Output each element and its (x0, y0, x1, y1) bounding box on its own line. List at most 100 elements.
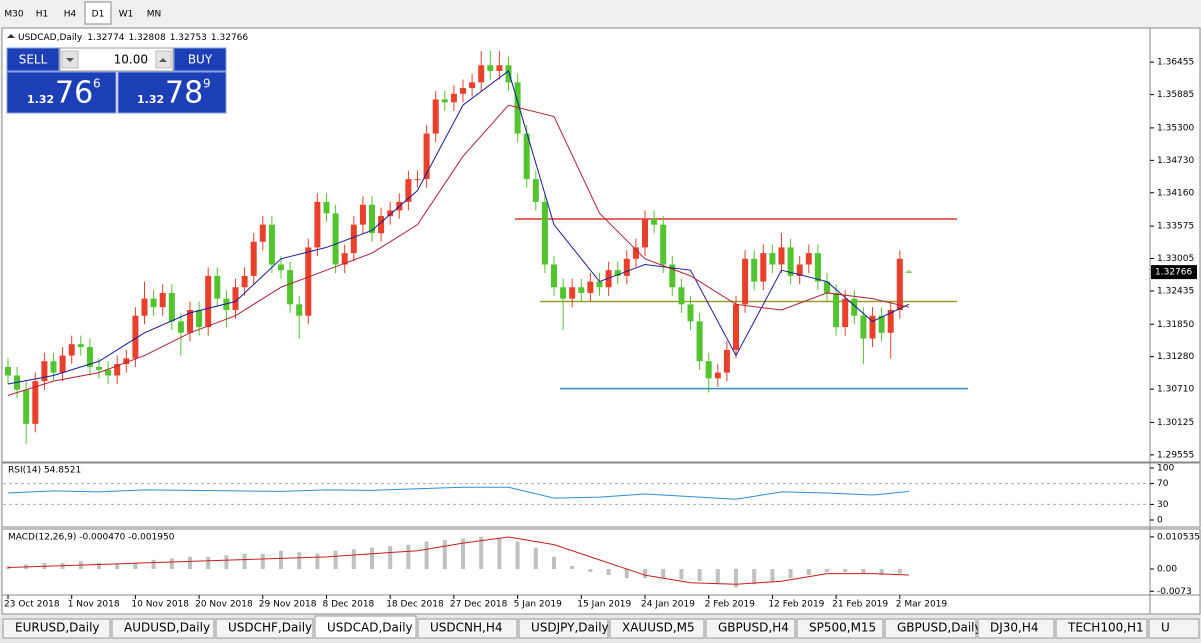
macd-bar (6, 565, 10, 570)
candle-body (32, 381, 39, 424)
timeframe-label: D1 (92, 10, 105, 20)
timeframe-label: MN (147, 10, 162, 20)
tab[interactable] (1055, 618, 1148, 639)
date-axis (1, 594, 1201, 615)
candle-body (268, 224, 275, 265)
candle-body (523, 133, 530, 180)
timeframe-button[interactable] (29, 2, 55, 24)
tab-label: EURUSD,Daily (15, 621, 100, 635)
tab[interactable] (609, 618, 705, 639)
candle-body (96, 366, 102, 370)
candle-body (505, 65, 512, 83)
candle-body (824, 281, 830, 293)
timeframe-label: H1 (36, 10, 49, 20)
macd-bar (260, 553, 265, 570)
y-tick-label: 1.36455 (1157, 58, 1194, 68)
chart-header: USDCAD,Daily 1.32774 1.32808 1.32753 1.32766 (18, 33, 248, 43)
tab[interactable] (314, 615, 417, 639)
timeframe-button[interactable] (113, 2, 139, 24)
candle-body (651, 218, 658, 225)
y-tick-label: 1.32435 (1157, 286, 1194, 296)
tab[interactable] (2, 618, 111, 639)
tab[interactable] (111, 618, 215, 639)
y-tick-label: 70 (1157, 479, 1169, 489)
candle-body (341, 253, 348, 265)
candle-body (150, 298, 157, 308)
macd-bar (442, 540, 447, 570)
timeframe-button[interactable] (141, 2, 167, 24)
candle-body (814, 253, 821, 282)
y-tick-label: 1.35300 (1157, 123, 1194, 133)
current-price-box (1151, 265, 1197, 280)
y-tick-label: 1.35885 (1157, 90, 1194, 100)
candle-body (359, 204, 366, 225)
tab[interactable] (1148, 618, 1200, 639)
tab[interactable] (884, 618, 977, 639)
collapse-icon[interactable] (7, 34, 15, 38)
tab-label: USDJPY,Daily (531, 621, 609, 635)
tab[interactable] (977, 618, 1055, 639)
tab-label: USDCAD,Daily (327, 621, 413, 635)
candle-body (214, 275, 221, 299)
candle-body (387, 210, 394, 217)
candle-body (569, 287, 576, 299)
tab-label: TECH100,H1 (1067, 621, 1144, 635)
tab-label: USDCNH,H4 (430, 621, 503, 635)
candle-body (487, 65, 494, 71)
tab-label: XAUUSD,M5 (622, 621, 695, 635)
y-tick-label: 100 (1157, 464, 1174, 474)
y-tick-label: 0.010535 (1157, 532, 1200, 542)
timeframe-button[interactable] (1, 2, 27, 24)
macd-bar (752, 569, 757, 585)
candle-body (769, 253, 776, 265)
macd-signal (7, 536, 909, 585)
macd-bar (479, 537, 484, 570)
x-tick-label: 29 Nov 2018 (259, 600, 317, 610)
high: 1.32808 (128, 33, 165, 43)
candle-body (369, 204, 375, 234)
bid-pips: 76 (55, 76, 93, 111)
macd-bar (643, 569, 647, 579)
bid-box[interactable] (6, 71, 117, 114)
tab[interactable] (518, 618, 609, 639)
moving-average (7, 70, 910, 385)
tab-label: U (1161, 621, 1170, 635)
x-tick-label: 5 Jan 2019 (514, 600, 562, 610)
ask-pips: 78 (165, 76, 203, 111)
x-tick-label: 10 Nov 2018 (131, 600, 189, 610)
candle-body (869, 315, 876, 339)
x-tick-label: 8 Dec 2018 (323, 600, 375, 610)
lot-input[interactable] (59, 47, 174, 72)
macd-bar (897, 569, 902, 574)
tab[interactable] (796, 618, 884, 639)
macd-bar (370, 547, 374, 570)
candle-body (132, 315, 139, 359)
open: 1.32774 (87, 33, 124, 43)
timeframe-button[interactable] (84, 1, 112, 25)
candle-body (423, 133, 430, 180)
buy-button[interactable] (173, 47, 227, 72)
candle-body (323, 201, 330, 214)
macd-bar (424, 541, 429, 570)
candle-body (632, 247, 639, 259)
candle-body (851, 298, 858, 316)
x-tick-label: 12 Feb 2019 (768, 600, 824, 610)
sell-button[interactable] (6, 47, 60, 72)
tab[interactable] (215, 618, 314, 639)
candle-body (596, 281, 603, 288)
ask-box[interactable] (117, 71, 227, 114)
macd-bar (279, 550, 283, 570)
candle-body (587, 281, 594, 293)
candle-body (760, 253, 767, 282)
candle-body (332, 213, 339, 265)
macd-bar (351, 549, 356, 570)
macd-bar (861, 569, 866, 574)
candle-body (642, 218, 648, 248)
tab[interactable] (417, 618, 518, 639)
candle-body (259, 224, 266, 242)
tab[interactable] (705, 618, 796, 639)
candle-body (250, 241, 257, 276)
macd-bar (679, 569, 684, 580)
timeframe-button[interactable] (57, 2, 83, 24)
current-price: 1.32766 (1155, 268, 1192, 278)
